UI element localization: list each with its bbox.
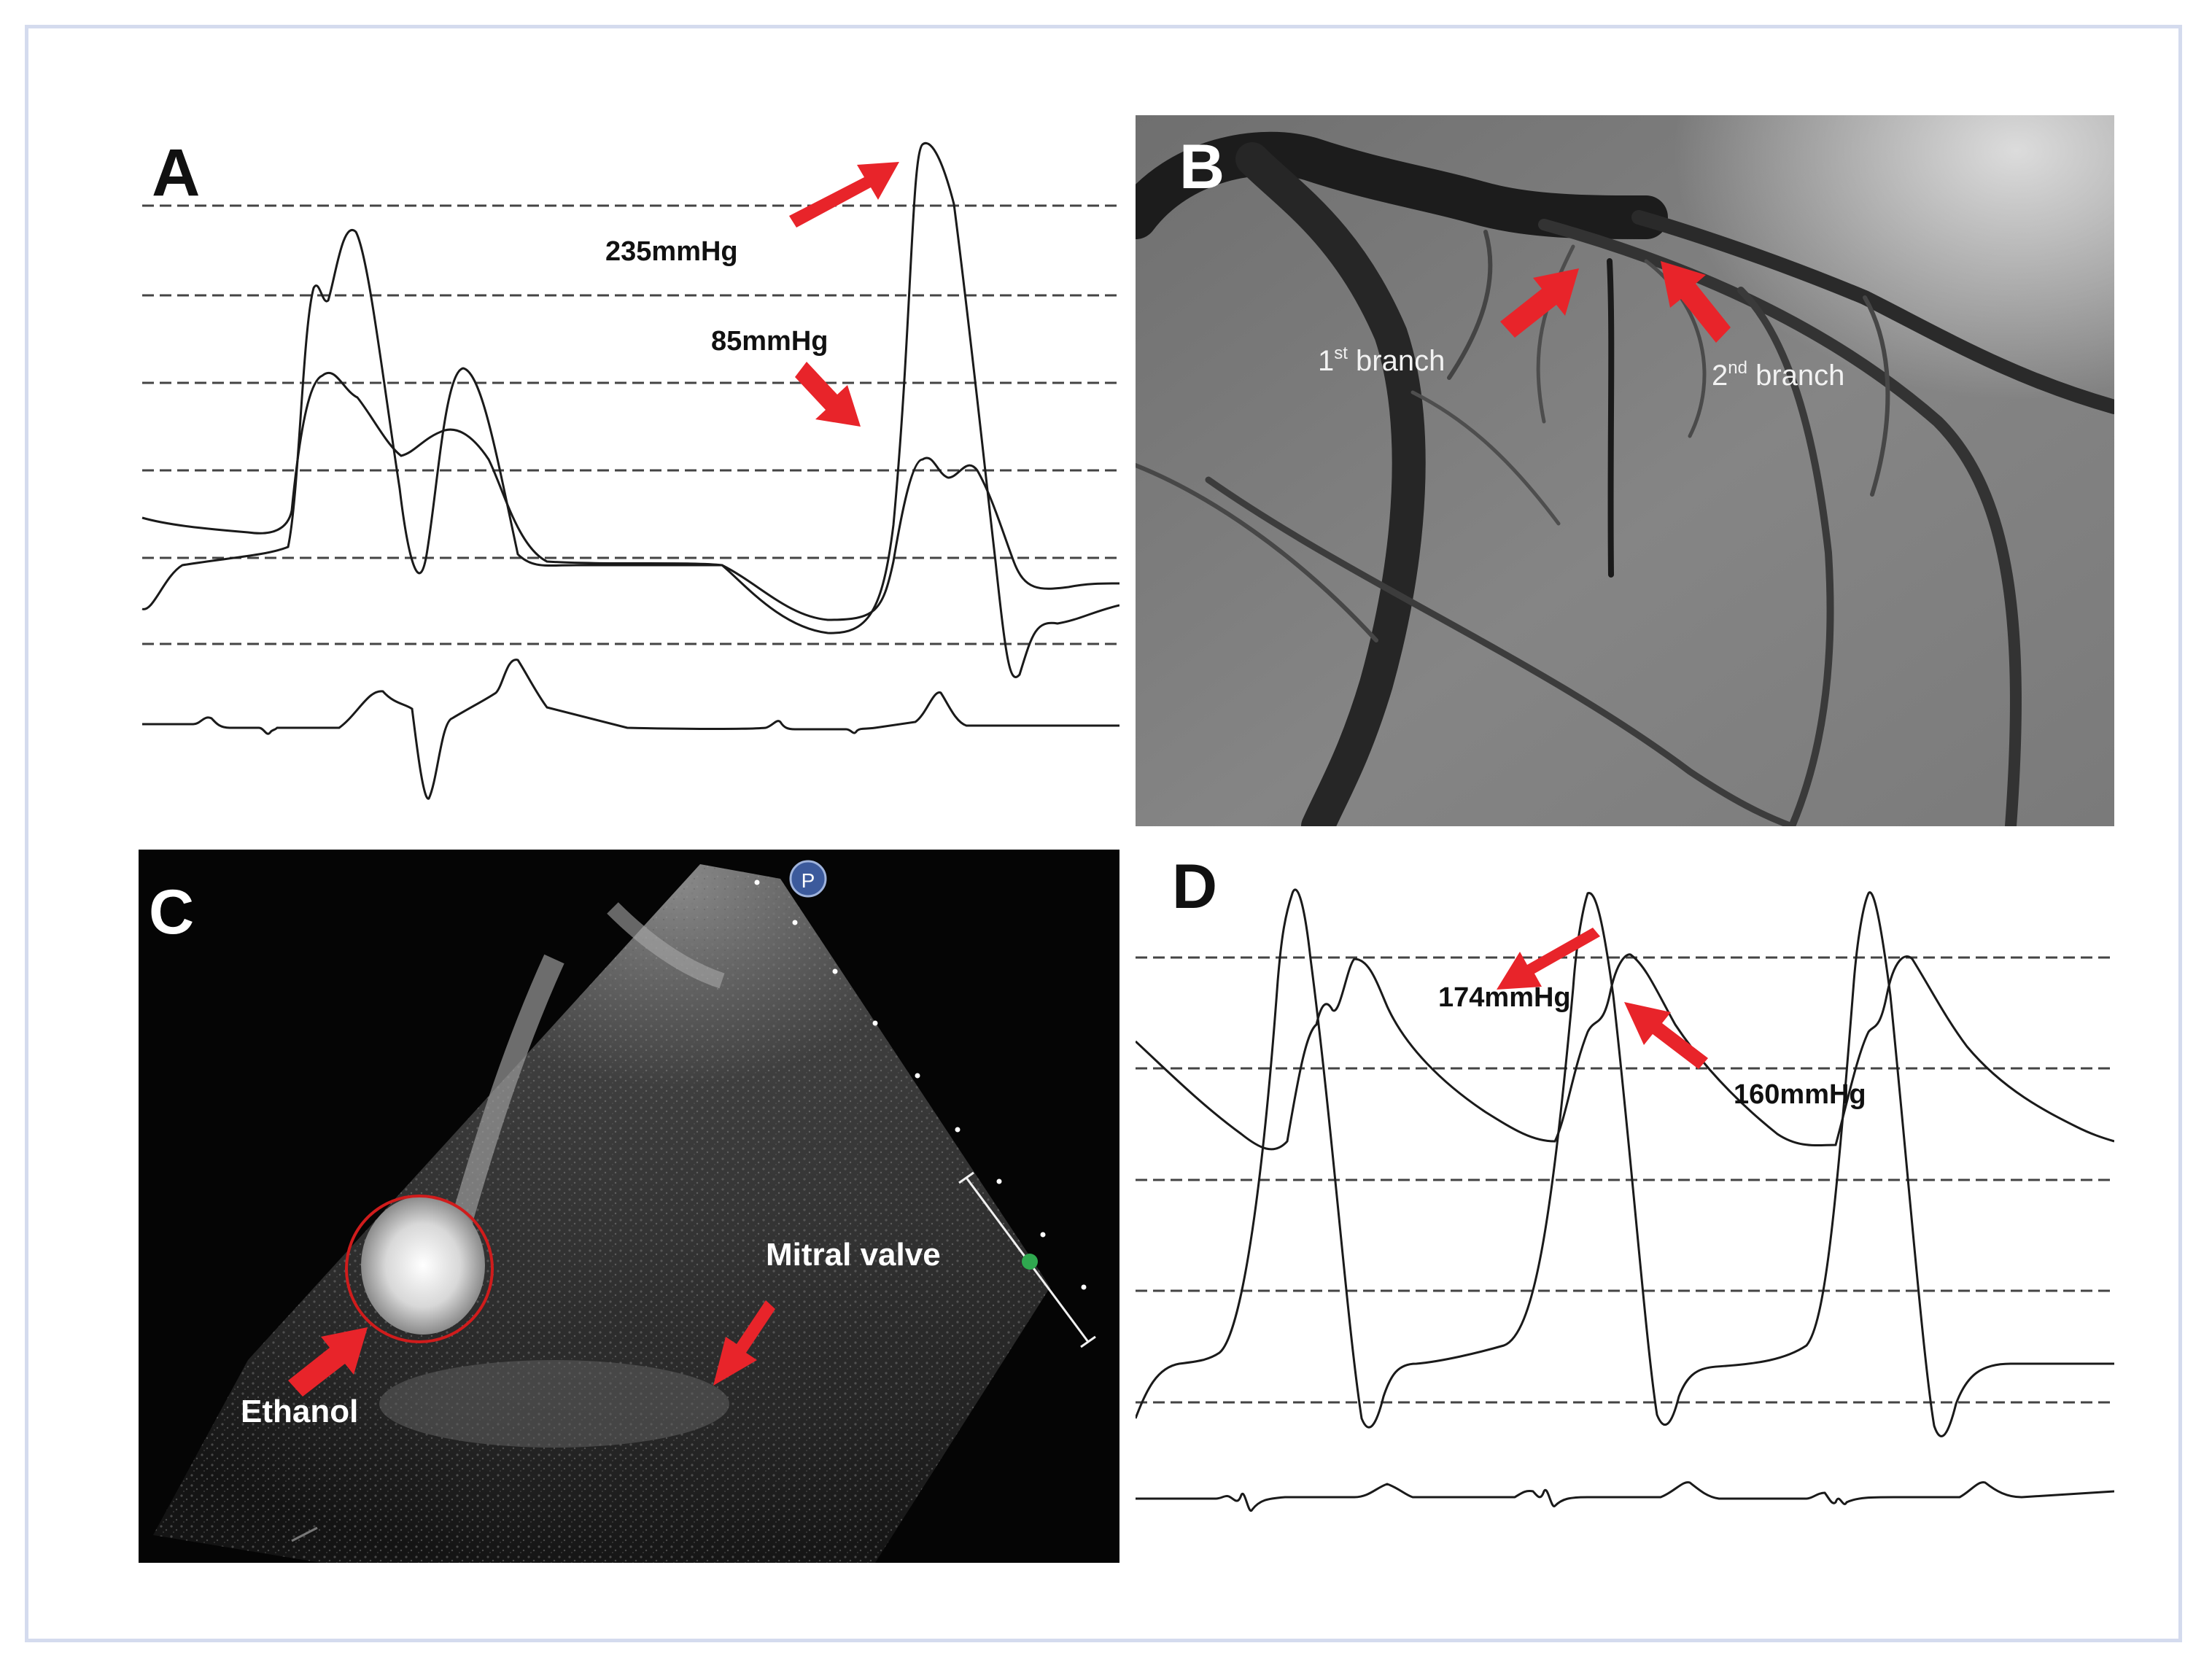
- arrow-85: [795, 362, 861, 427]
- panel-d-arrows: [1497, 928, 1708, 1069]
- panel-d-letter: D: [1172, 852, 1217, 922]
- panel-c-arrows: [288, 1300, 775, 1397]
- panel-b-arrows: [1500, 261, 1731, 343]
- label-2nd-branch: 2nd branch: [1712, 358, 1844, 392]
- arrow-mitral-valve: [713, 1300, 775, 1386]
- arrow-2nd-branch: [1661, 261, 1731, 343]
- ethanol-circle: [345, 1195, 494, 1343]
- label-85mmhg: 85mmHg: [711, 326, 828, 357]
- ecg-trace: [1136, 1481, 2114, 1512]
- gridlines: [142, 204, 1119, 645]
- ethanol-bright-region: [361, 1196, 485, 1335]
- label-ethanol: Ethanol: [241, 1394, 358, 1429]
- label-160mmhg: 160mmHg: [1734, 1079, 1866, 1110]
- probe-marker-label: P: [802, 869, 815, 892]
- ecg-trace: [142, 659, 1119, 800]
- figure-frame: [25, 25, 2182, 1642]
- aortic-pressure-trace: [1136, 953, 2114, 1151]
- lv-pressure-trace: [1136, 888, 2114, 1437]
- panel-a-pressure-tracing: A 235mmHg 85mmHg: [139, 109, 1119, 817]
- panel-c-echocardiogram: P C Mitral valve Ethanol: [139, 850, 1119, 1563]
- label-235mmhg: 235mmHg: [605, 236, 738, 267]
- arrow-160: [1624, 1002, 1708, 1069]
- depth-markers: [754, 879, 1087, 1290]
- panel-c-letter: C: [149, 877, 194, 947]
- panel-d-pressure-tracing: D 174mmHg 160mmHg: [1136, 850, 2114, 1563]
- aortic-pressure-trace: [141, 371, 1119, 621]
- panel-b-angiogram: B 1st branch 2nd branch: [1136, 115, 2114, 826]
- gridlines: [1136, 956, 2114, 1404]
- panel-a-letter: A: [152, 136, 200, 210]
- panel-b-letter: B: [1179, 132, 1225, 202]
- panel-a-arrows: [789, 162, 899, 427]
- lv-pressure-trace: [141, 142, 1119, 678]
- arrow-ethanol: [288, 1327, 368, 1397]
- green-marker: [1022, 1254, 1038, 1270]
- label-1st-branch: 1st branch: [1318, 343, 1445, 377]
- label-174mmhg: 174mmHg: [1438, 982, 1571, 1013]
- arrow-1st-branch: [1500, 268, 1579, 338]
- arrow-174: [1497, 928, 1600, 990]
- arrow-235: [789, 162, 899, 228]
- label-mitral-valve: Mitral valve: [766, 1237, 941, 1273]
- probe-marker-icon: [789, 860, 827, 898]
